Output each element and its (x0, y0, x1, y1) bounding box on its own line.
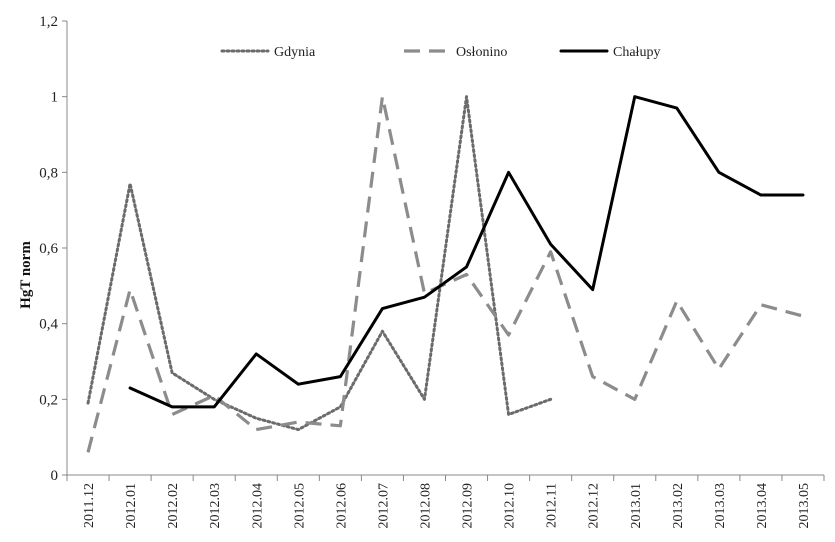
x-tick-label: 2012.07 (376, 483, 391, 529)
legend-label: Gdynia (274, 45, 316, 60)
series-line-gdynia (86, 95, 553, 432)
legend: Gdynia Osłonino Chałupy (220, 45, 660, 60)
y-axis-label: HgT norm (18, 241, 34, 309)
x-tick-label: 2012.08 (418, 483, 433, 529)
legend-label: Osłonino (456, 45, 507, 60)
x-tick-label: 2013.03 (713, 483, 728, 529)
x-tick-label: 2012.06 (334, 483, 349, 529)
x-tick-label: 2012.09 (461, 483, 476, 529)
x-tick-label: 2012.01 (124, 483, 139, 529)
y-tick-label: 1,2 (39, 14, 58, 30)
x-tick-label: 2013.05 (797, 483, 812, 529)
y-tick-label: 1 (51, 90, 59, 106)
series-line-chałupy (128, 95, 805, 409)
y-tick-label: 0,8 (39, 165, 58, 181)
y-tick-label: 0,4 (39, 317, 58, 333)
y-axis: 0 0,2 0,4 0,6 0,8 1 1,2 (39, 14, 68, 484)
x-tick-label: 2012.12 (587, 483, 602, 529)
x-tick-label: 2012.05 (292, 483, 307, 529)
x-tick-label: 2012.10 (503, 483, 518, 529)
y-tick-label: 0 (51, 468, 59, 484)
x-tick-label: 2013.01 (629, 483, 644, 529)
x-tick-label: 2011.12 (82, 483, 97, 528)
series-line-osłonino (86, 95, 804, 453)
series-layer (86, 95, 805, 453)
x-tick-label: 2013.04 (755, 483, 770, 529)
x-tick-label: 2012.03 (208, 483, 223, 529)
y-tick-label: 0,6 (39, 241, 58, 257)
x-axis: 2011.12 2012.01 2012.02 2012.03 2012.04 2012.… (66, 474, 825, 529)
y-tick-label: 0,2 (39, 392, 58, 408)
legend-label: Chałupy (613, 45, 660, 60)
x-tick-label: 2012.04 (250, 483, 265, 529)
x-tick-label: 2012.11 (545, 483, 560, 528)
x-tick-label: 2012.02 (166, 483, 181, 529)
x-tick-label: 2013.02 (671, 483, 686, 529)
